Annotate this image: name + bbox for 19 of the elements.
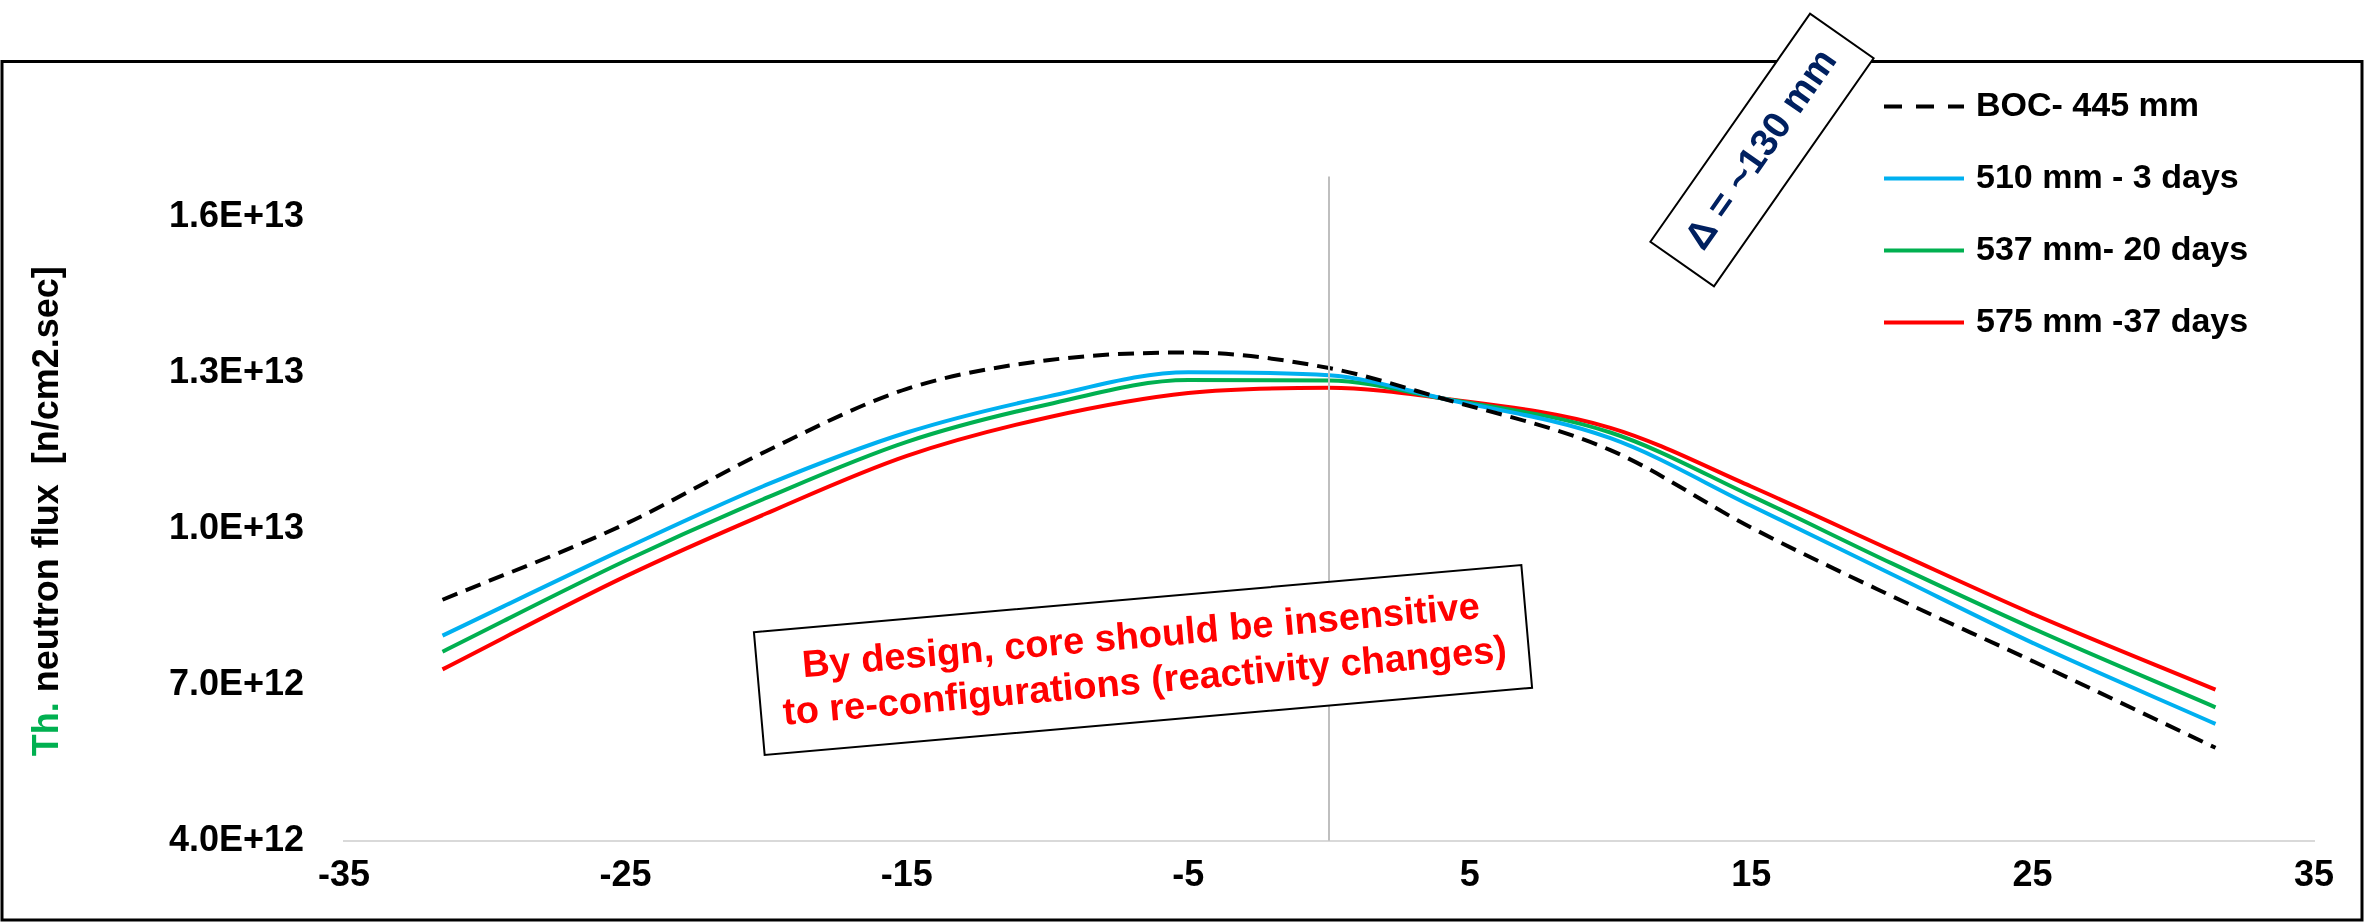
x-tick-label: 35 [2293, 853, 2335, 895]
y-tick-label: 4.0E+12 [168, 817, 304, 859]
legend-label: BOC- 445 mm [1976, 84, 2199, 123]
annotation: By design, core should be insensitive to re-configurations (reactivity changes) [781, 584, 1509, 733]
legend-label: 537 mm- 20 days [1976, 228, 2249, 267]
y-axis-title: Th. neutron flux [n/cm2.sec] [24, 266, 66, 757]
x-tick-label: -15 [880, 853, 933, 895]
y-tick-label: 1.3E+13 [168, 350, 304, 392]
x-tick-label: 25 [2012, 853, 2053, 895]
x-tick-label: -35 [317, 853, 371, 895]
legend-label: 510 mm - 3 days [1976, 156, 2239, 195]
x-tick-label: -5 [1172, 853, 1205, 895]
y-tick-label: 1.0E+13 [168, 506, 304, 548]
x-tick-label: -25 [599, 853, 652, 895]
y-tick-label: 1.6E+13 [168, 194, 304, 236]
y-tick-label: 7.0E+12 [168, 661, 304, 703]
x-tick-label: 15 [1731, 853, 1772, 895]
x-tick-label: 5 [1459, 853, 1480, 895]
legend-label: 575 mm -37 days [1976, 300, 2249, 339]
